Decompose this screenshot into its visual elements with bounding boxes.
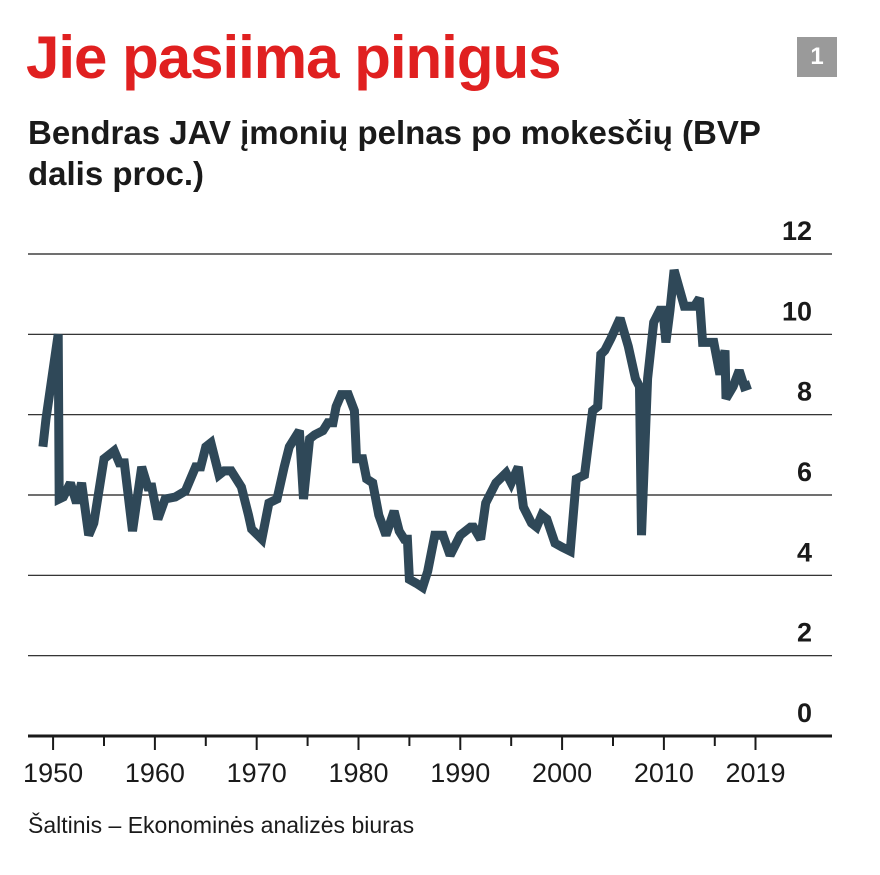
y-tick-label-0: 0	[797, 698, 812, 728]
line-chart: 0 2 4 6 8 10 12 1950 1960 1970 1980 1990 2000 2010 20…	[23, 216, 832, 788]
y-tick-labels: 0 2 4 6 8 10 12	[782, 216, 812, 728]
gridlines	[28, 253, 832, 657]
y-tick-label-4: 4	[797, 537, 812, 567]
x-tick-label-1960: 1960	[125, 758, 185, 788]
x-tick-labels: 1950 1960 1970 1980 1990 2000 2010 2019	[23, 758, 785, 788]
figure-number-badge: 1	[797, 37, 837, 77]
x-tick-label-1950: 1950	[23, 758, 83, 788]
source-note: Šaltinis – Ekonominės analizės biuras	[28, 812, 415, 838]
x-tick-label-1990: 1990	[430, 758, 490, 788]
chart-title: Jie pasiima pinigus	[26, 24, 562, 91]
x-tick-label-2019: 2019	[725, 758, 785, 788]
series-layer	[38, 268, 752, 595]
x-tick-label-1970: 1970	[227, 758, 287, 788]
y-tick-label-10: 10	[782, 296, 812, 326]
series-line-0	[38, 268, 752, 595]
y-tick-label-12: 12	[782, 216, 812, 246]
chart-subtitle: Bendras JAV įmonių pelnas po mokesčių (B…	[28, 114, 761, 193]
x-tick-label-2010: 2010	[634, 758, 694, 788]
y-tick-label-8: 8	[797, 377, 812, 407]
x-axis	[28, 734, 832, 750]
y-tick-label-2: 2	[797, 618, 812, 648]
x-tick-label-1980: 1980	[328, 758, 388, 788]
y-tick-label-6: 6	[797, 457, 812, 487]
x-tick-label-2000: 2000	[532, 758, 592, 788]
